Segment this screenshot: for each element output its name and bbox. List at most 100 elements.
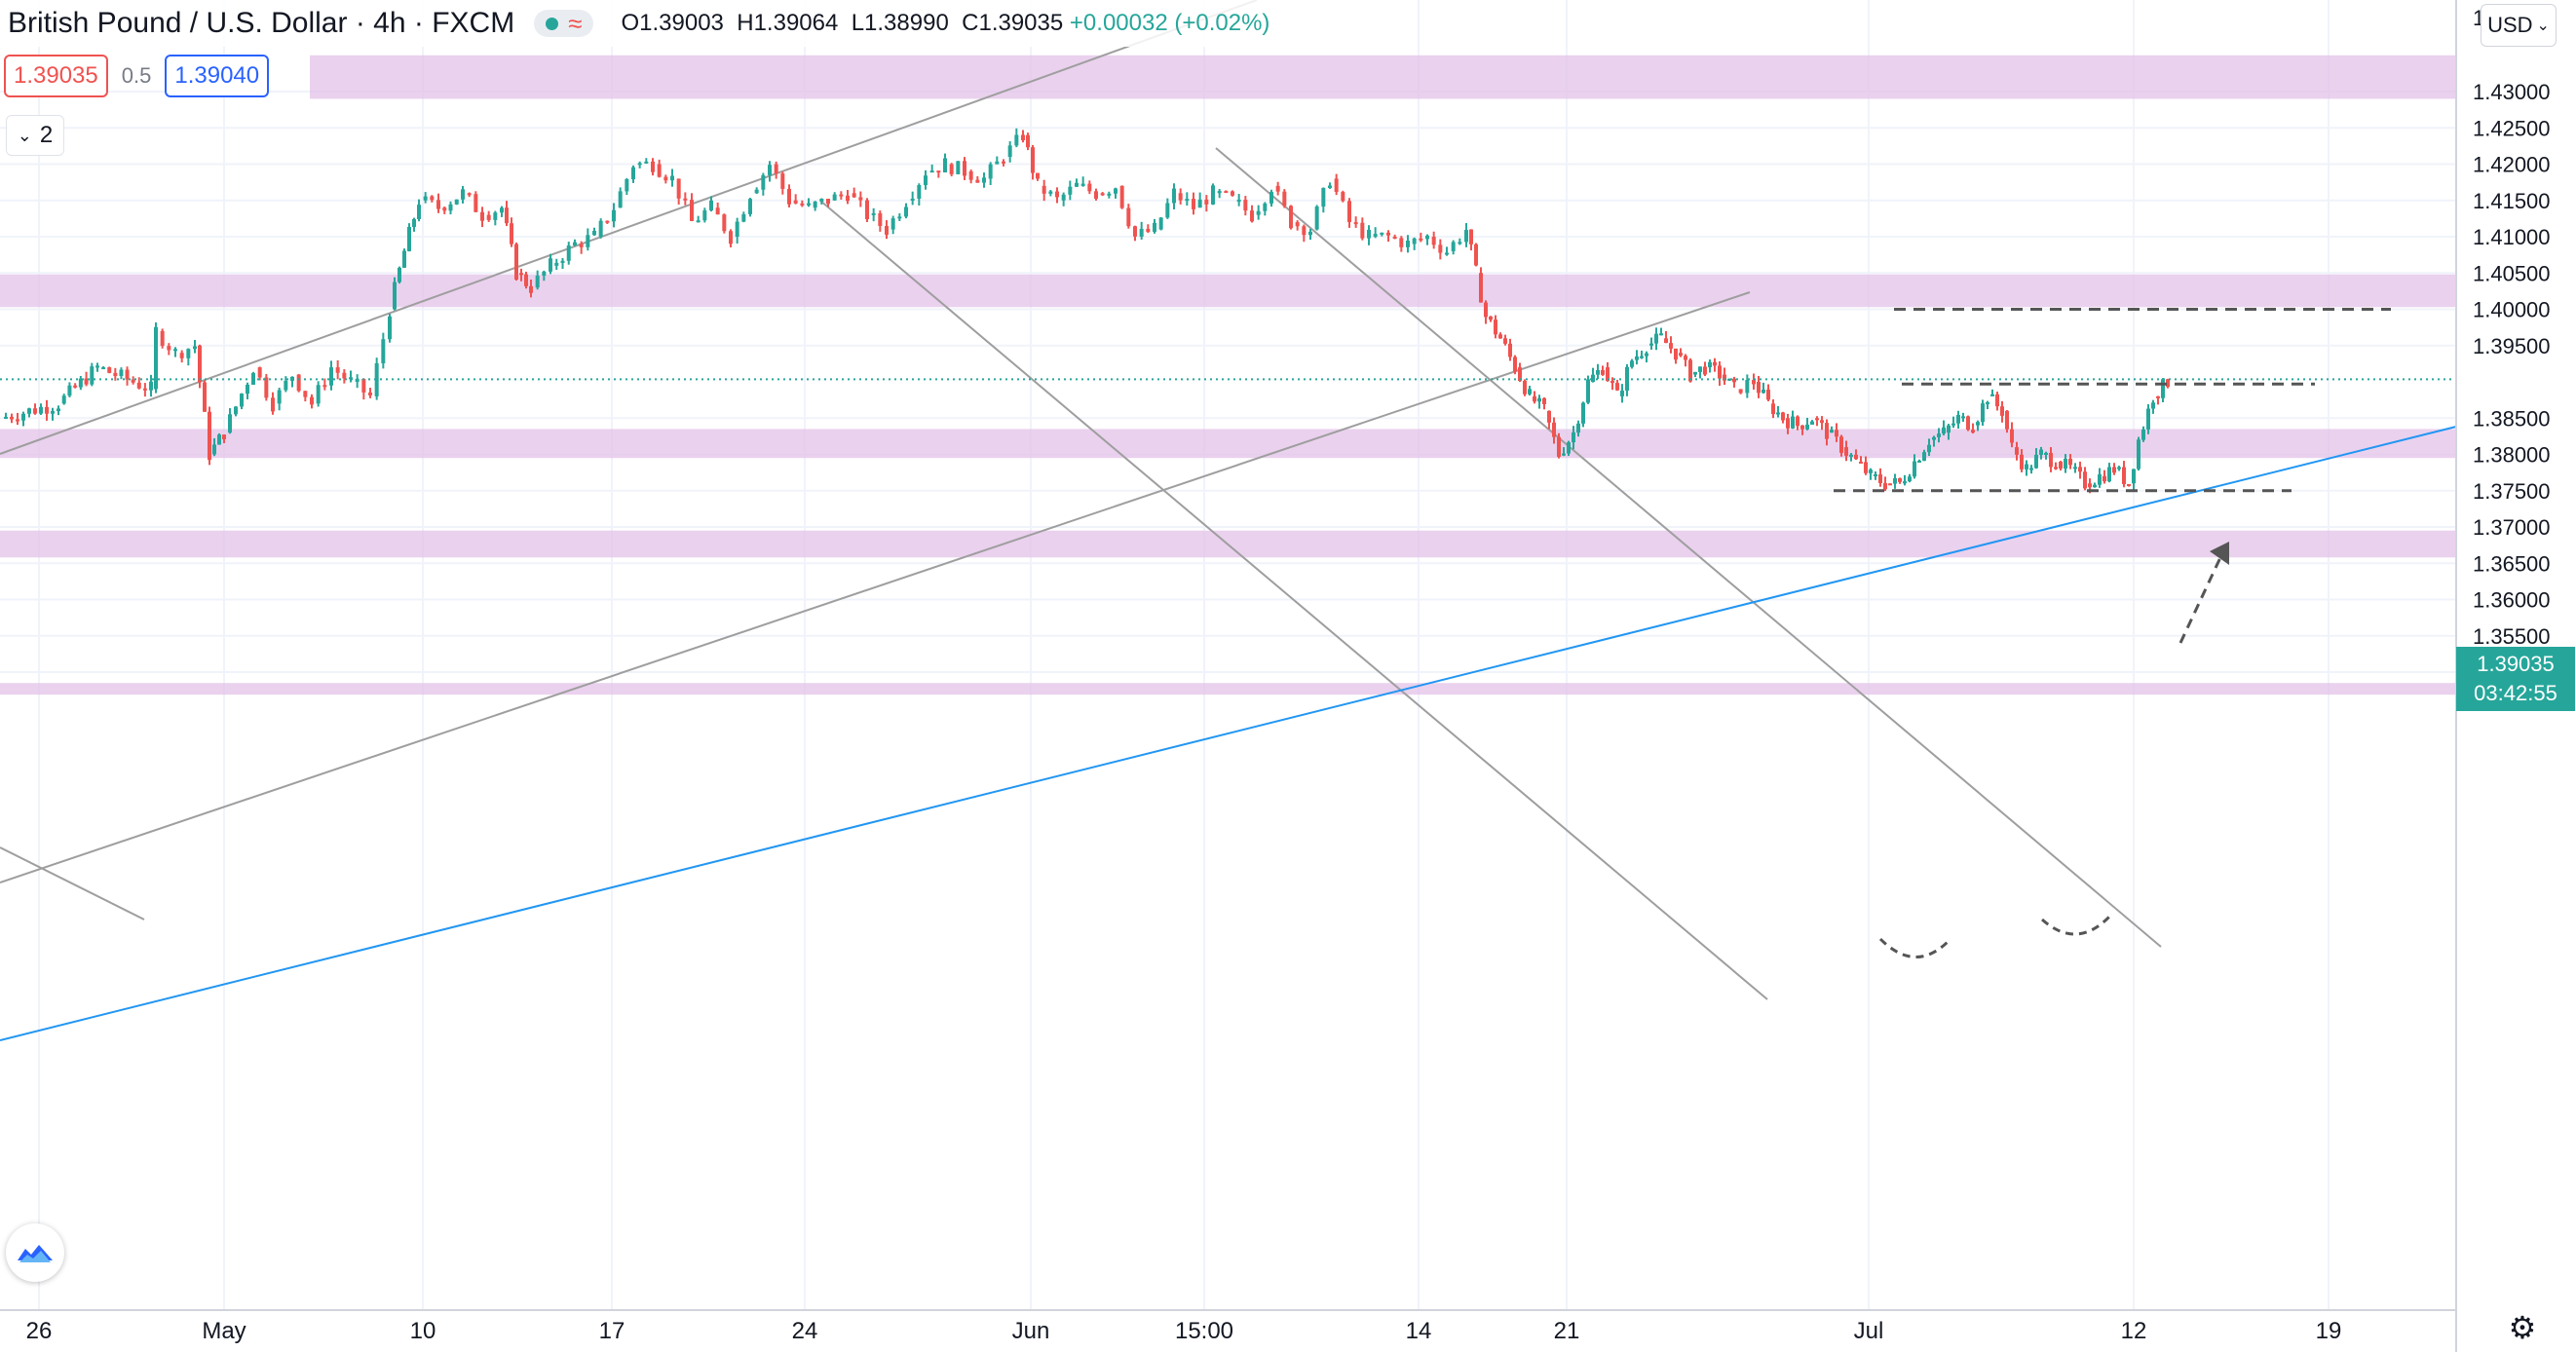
candle-body	[670, 175, 674, 181]
candle-body	[277, 390, 282, 404]
candle-body	[910, 198, 915, 201]
candle-body	[1380, 232, 1384, 235]
candle-body	[51, 411, 55, 414]
candle-body	[101, 367, 106, 370]
candle-body	[1224, 191, 1229, 194]
candle-body	[1854, 454, 1858, 460]
candle-body	[826, 199, 830, 205]
currency-label: USD	[2487, 13, 2533, 37]
candle-body	[1002, 161, 1005, 164]
candle-body	[474, 194, 478, 212]
buy-button[interactable]: 1.39040	[165, 55, 270, 97]
candle-body	[702, 210, 707, 221]
candle-body	[412, 218, 416, 227]
candle-body	[1412, 238, 1417, 244]
candle-body	[454, 199, 459, 205]
time-tick-label: 14	[1406, 1318, 1432, 1344]
candle-body	[1703, 366, 1707, 375]
candle-body	[1645, 353, 1648, 357]
candle-body	[1576, 423, 1580, 433]
candle-body	[1752, 380, 1756, 385]
candle-body	[125, 369, 130, 380]
last-price-label: 1.39035 03:42:55	[2456, 647, 2575, 711]
candle-body	[924, 175, 928, 186]
projection-arrow	[2178, 550, 2225, 644]
candle-body	[995, 161, 1000, 165]
price-tick-label: 1.43000	[2473, 80, 2551, 104]
blue-trendline	[0, 426, 2457, 1041]
candle-body	[1139, 228, 1144, 237]
price-tick-label: 1.41000	[2473, 225, 2551, 249]
candle-body	[2156, 395, 2160, 398]
candle-body	[448, 204, 453, 211]
channel-lower-line	[0, 291, 1751, 883]
candle-body	[929, 170, 934, 173]
candle-body	[2049, 452, 2053, 468]
candle-body	[1732, 378, 1736, 383]
candle-body	[1158, 217, 1163, 230]
candle-body	[335, 367, 340, 373]
candle-body	[1133, 226, 1137, 237]
candle-body	[1976, 422, 1980, 426]
candle-body	[480, 211, 484, 221]
tradingview-logo-icon[interactable]	[6, 1223, 64, 1282]
candle-body	[45, 406, 49, 414]
price-tick-label: 1.37000	[2473, 515, 2551, 540]
candle-body	[839, 194, 844, 197]
candle-body	[1649, 343, 1653, 346]
market-status[interactable]: ≈	[534, 10, 594, 37]
gear-icon[interactable]: ⚙	[2508, 1310, 2537, 1345]
candle-body	[1664, 338, 1668, 344]
candle-body	[1425, 235, 1429, 240]
candle-body	[1537, 397, 1541, 402]
candle-body	[61, 395, 66, 404]
candle-body	[1289, 206, 1293, 229]
candle-body	[1547, 410, 1551, 423]
spread-value: 0.5	[121, 63, 152, 88]
candle-body	[1458, 242, 1462, 244]
candle-body	[592, 231, 596, 236]
candle-body	[510, 223, 513, 244]
candle-body	[1669, 343, 1673, 349]
time-tick-label: 26	[26, 1318, 53, 1344]
candle-body	[936, 170, 941, 173]
candle-body	[1800, 425, 1804, 430]
currency-select[interactable]: USD ⌄	[2481, 4, 2557, 47]
indicators-toggle[interactable]: ⌄ 2	[6, 115, 64, 156]
candle-body	[1445, 252, 1449, 255]
candle-body	[1256, 210, 1261, 215]
candle-body	[1708, 361, 1712, 368]
candle-body	[1399, 238, 1404, 247]
candle-body	[505, 207, 509, 224]
candle-body	[1508, 343, 1512, 357]
candle-body	[1269, 192, 1273, 204]
candle-body	[234, 406, 238, 415]
sell-button[interactable]: 1.39035	[4, 55, 108, 97]
time-axis[interactable]: 26 May 10 17 24 Jun 15:00 14 21 Jul 12 19	[0, 1309, 2456, 1344]
candle-body	[160, 330, 165, 347]
candle-body	[423, 196, 428, 201]
time-tick-label: Jun	[1012, 1318, 1050, 1344]
candle-body	[461, 189, 465, 200]
candle-body	[1864, 462, 1868, 473]
candle-body	[1591, 374, 1595, 382]
candle-body	[897, 216, 902, 219]
candle-body	[240, 394, 244, 407]
symbol-title[interactable]: British Pound / U.S. Dollar · 4h · FXCM	[8, 7, 515, 39]
candle-body	[1360, 222, 1365, 239]
price-zone	[0, 429, 2456, 459]
candle-body	[904, 207, 908, 217]
time-tick-label: Jul	[1854, 1318, 1884, 1344]
symbol-header[interactable]: British Pound / U.S. Dollar · 4h · FXCM …	[0, 0, 1292, 47]
candle-body	[2112, 467, 2116, 473]
candle-body	[2127, 484, 2131, 487]
candle-body	[852, 193, 856, 198]
price-tick-label: 1.42000	[2473, 153, 2551, 177]
grid-lines	[0, 0, 2456, 1310]
candle-body	[2098, 474, 2102, 485]
candle-body	[10, 416, 14, 420]
candle-body	[1185, 199, 1190, 202]
candle-body	[1048, 191, 1053, 194]
candle-body	[2146, 408, 2150, 430]
